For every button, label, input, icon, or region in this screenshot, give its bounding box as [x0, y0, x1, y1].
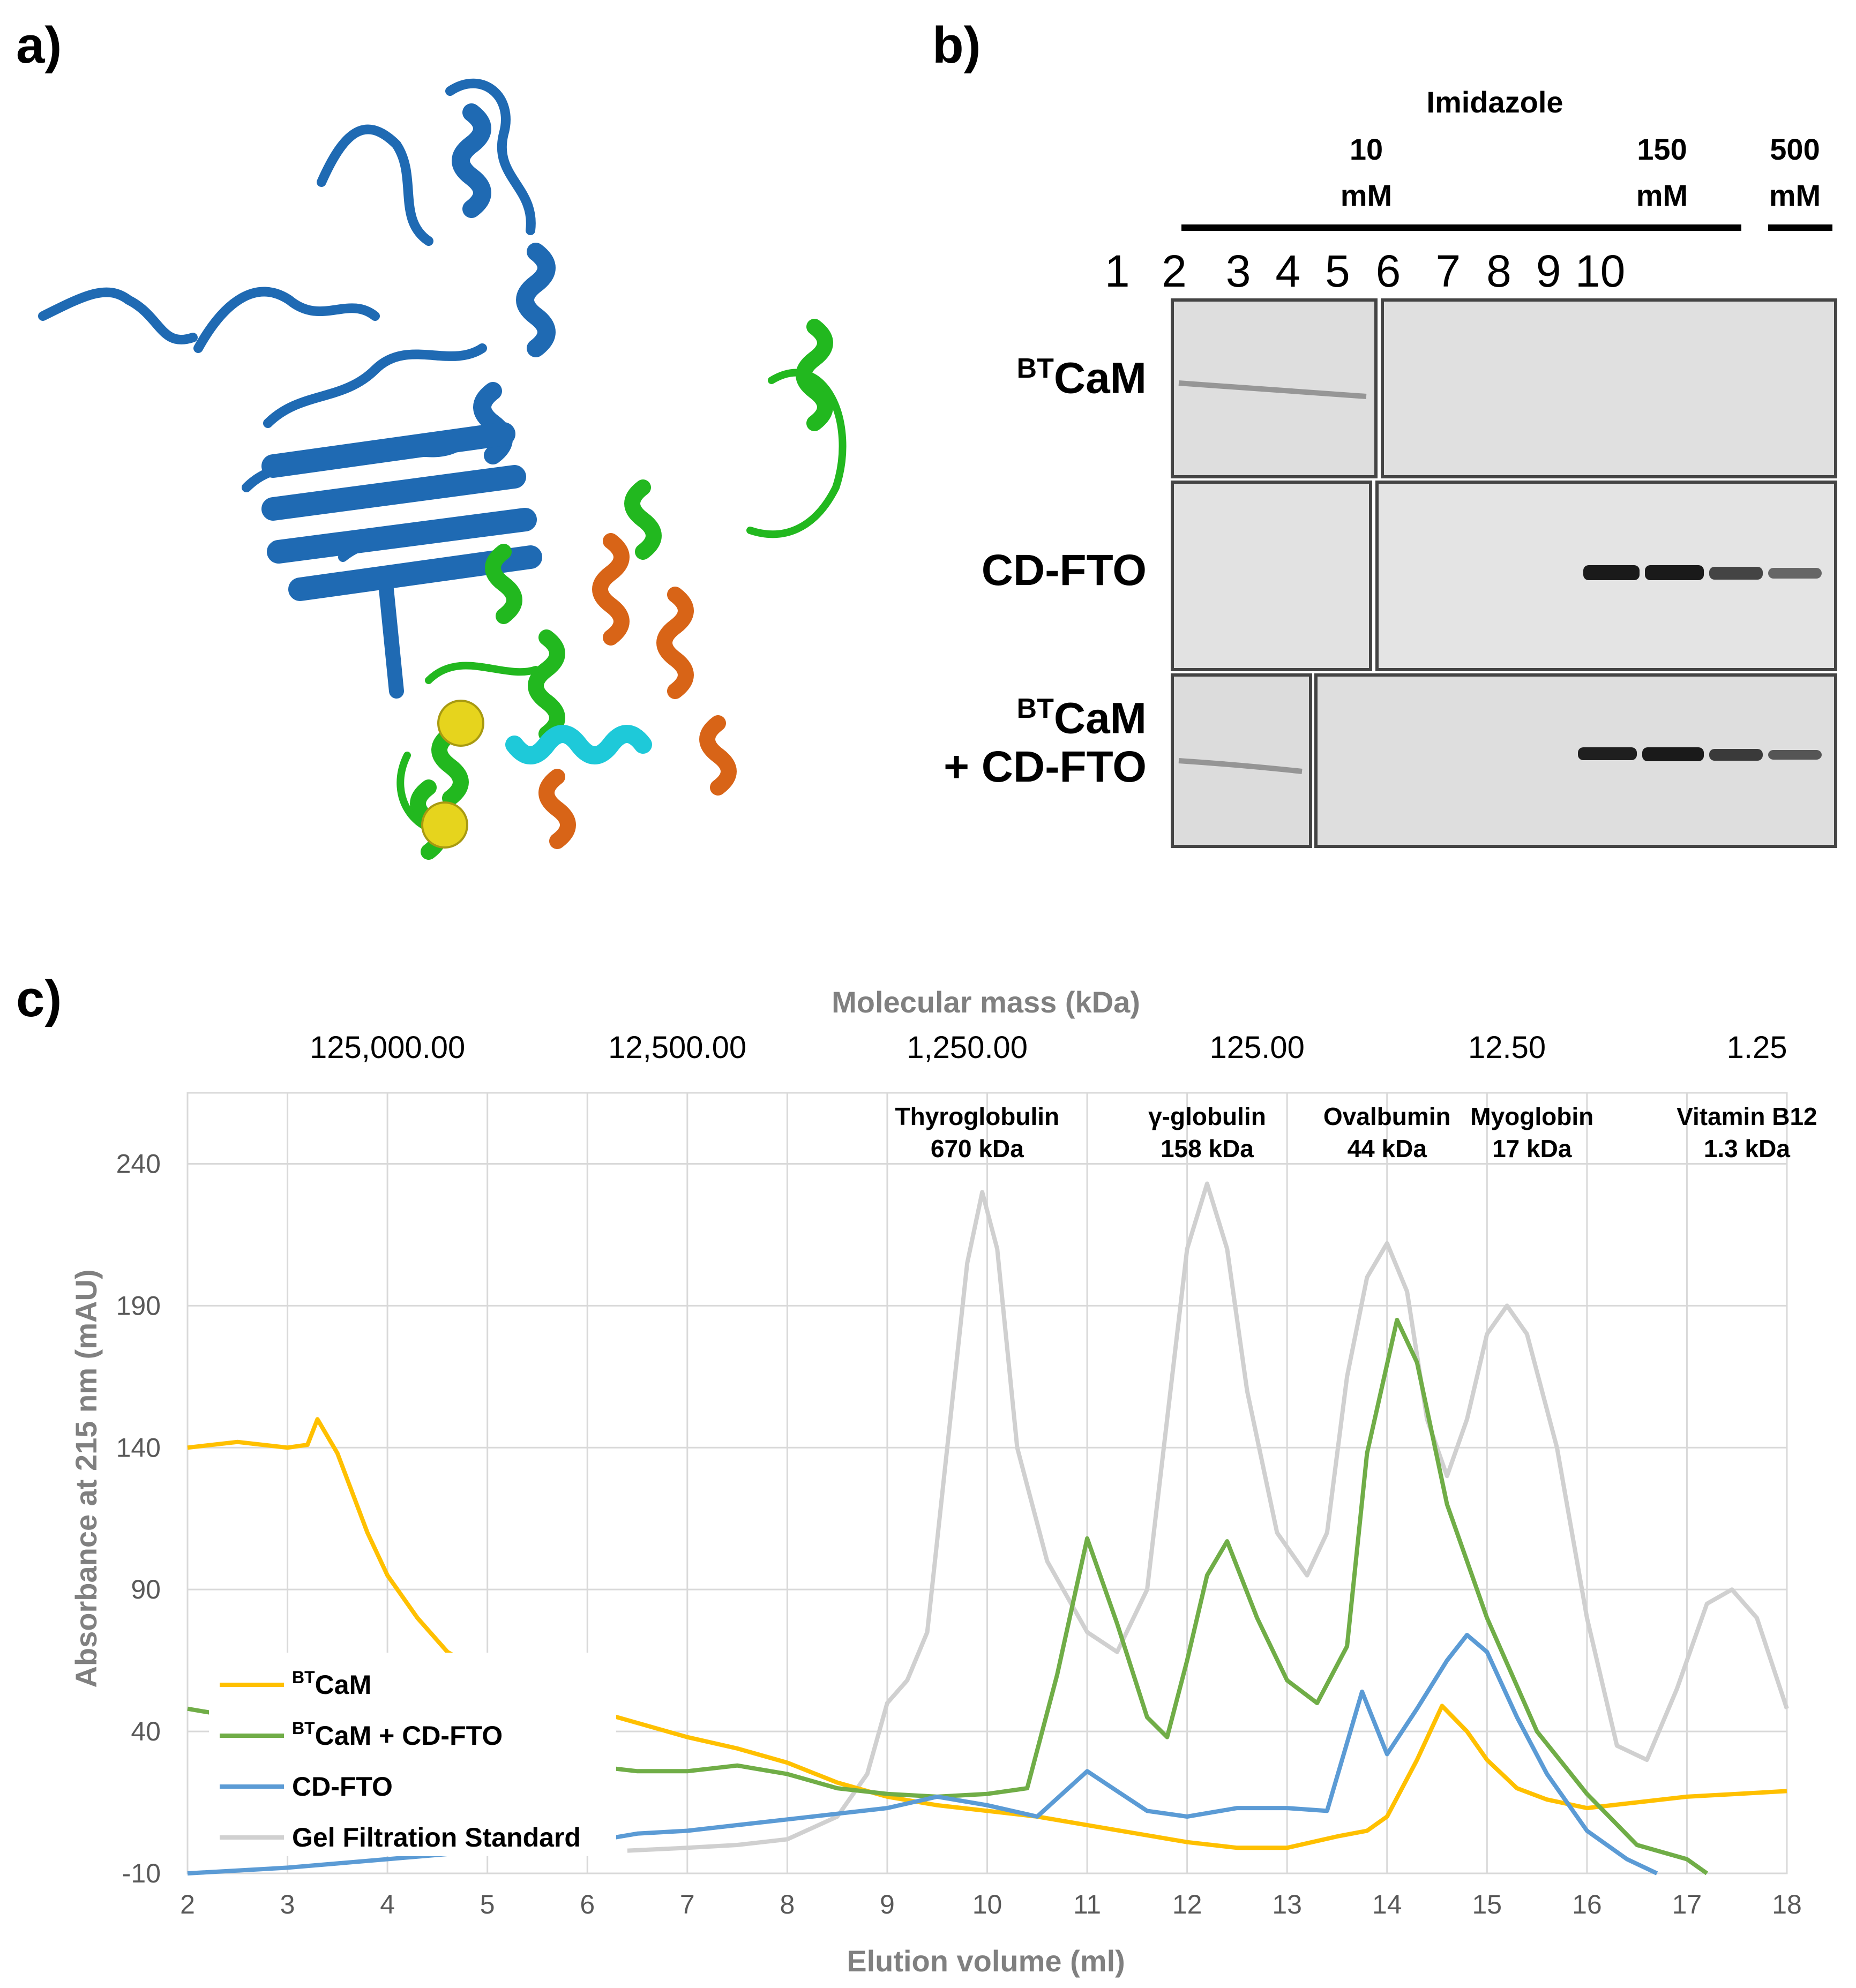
gel-row-label-btcam: BTCaM [1016, 353, 1147, 403]
y-tick-label: 190 [116, 1291, 161, 1321]
y-tick-label: 240 [116, 1149, 161, 1179]
annotation-name-3: Myoglobin [1470, 1102, 1593, 1130]
chromatogram-chart: Thyroglobulin 670 kDa γ-globulin 158 kDa Ova… [69, 985, 1817, 1978]
lane-number-2: 2 [1162, 246, 1187, 296]
lane-number-6: 6 [1376, 246, 1401, 296]
legend-label-3: Gel Filtration Standard [292, 1822, 581, 1852]
conc-500-unit: mM [1769, 178, 1821, 212]
orange-domain [538, 533, 737, 849]
x-tick-label: 11 [1073, 1889, 1101, 1919]
annotation-name-4: Vitamin B12 [1677, 1102, 1817, 1130]
blue-domain [38, 78, 536, 699]
chart-series [187, 1181, 1789, 1876]
chart-axes: -10 40 90 140 190 240 2 3 4 5 6 7 8 9 10 11 12 13 14 15 16 17… [69, 985, 1802, 1978]
blot-row-3 [1171, 673, 1837, 848]
conc-10-value: 10 [1350, 132, 1383, 166]
x2-tick-label: 1,250.00 [907, 1030, 1028, 1065]
chart-legend: BTCaM BTCaM + CD-FTO CD-FTO Gel Filtration … [209, 1653, 616, 1856]
blot-row-2 [1171, 481, 1837, 671]
x-tick-label: 14 [1372, 1889, 1402, 1919]
lane-number-10: 10 [1575, 246, 1625, 296]
x-axis-title: Elution volume (ml) [847, 1944, 1125, 1978]
legend-label-2: CD-FTO [292, 1772, 393, 1802]
x2-tick-label: 12.50 [1468, 1030, 1546, 1065]
annotation-name-2: Ovalbumin [1323, 1102, 1451, 1130]
series-line-0 [187, 1417, 1787, 1850]
x2-axis-title: Molecular mass (kDa) [832, 985, 1140, 1019]
x-tick-label: 8 [780, 1889, 795, 1919]
cyan-helix [505, 725, 652, 764]
x-tick-label: 3 [280, 1889, 295, 1919]
x-tick-label: 13 [1272, 1889, 1302, 1919]
x-tick-label: 18 [1772, 1889, 1802, 1919]
x-tick-label: 9 [880, 1889, 895, 1919]
gel-row-label-btcam-cdfto: BTCaM + CD-FTO [944, 693, 1147, 791]
imidazole-label: Imidazole [1426, 85, 1563, 119]
legend-label-0: BTCaM [292, 1668, 371, 1700]
lane-number-1: 1 [1105, 246, 1130, 296]
protein-structure-image [38, 78, 847, 860]
x-tick-label: 16 [1572, 1889, 1602, 1919]
annotation-mass-2: 44 kDa [1348, 1135, 1427, 1162]
annotation-name-0: Thyroglobulin [895, 1102, 1060, 1130]
metal-ion-2 [421, 801, 468, 849]
annotation-mass-1: 158 kDa [1161, 1135, 1254, 1162]
conc-500-value: 500 [1770, 132, 1820, 166]
chart-grid [186, 1092, 1788, 1874]
annotation-name-1: γ-globulin [1148, 1102, 1266, 1130]
y-tick-label: 90 [131, 1574, 161, 1604]
lane-number-4: 4 [1275, 246, 1300, 296]
lane-number-5: 5 [1325, 246, 1350, 296]
panel-label-b: b) [932, 17, 981, 74]
annotation-mass-0: 670 kDa [931, 1135, 1024, 1162]
annotation-mass-4: 1.3 kDa [1704, 1135, 1791, 1162]
lane-number-9: 9 [1536, 246, 1561, 296]
blot-row-1 [1171, 298, 1837, 478]
x-tick-label: 5 [480, 1889, 495, 1919]
x-tick-label: 17 [1672, 1889, 1702, 1919]
gel-row-label-cdfto: CD-FTO [981, 546, 1147, 595]
conc-150-unit: mM [1636, 178, 1688, 212]
x2-tick-label: 1.25 [1727, 1030, 1787, 1065]
panel-label-c: c) [16, 970, 62, 1027]
series-line-3 [627, 1181, 1789, 1853]
lane-number-8: 8 [1486, 246, 1511, 296]
x-tick-label: 15 [1472, 1889, 1502, 1919]
y-axis-title: Absorbance at 215 nm (mAU) [69, 1269, 103, 1687]
x-tick-label: 7 [680, 1889, 695, 1919]
series-line-2 [187, 1633, 1658, 1876]
conc-10-unit: mM [1341, 178, 1392, 212]
panel-label-a: a) [16, 17, 62, 74]
chart-annotations: Thyroglobulin 670 kDa γ-globulin 158 kDa Ova… [895, 1102, 1817, 1162]
x-tick-label: 6 [580, 1889, 595, 1919]
x-tick-label: 4 [380, 1889, 395, 1919]
y-tick-label: -10 [122, 1858, 161, 1888]
annotation-mass-3: 17 kDa [1492, 1135, 1572, 1162]
x-tick-label: 10 [972, 1889, 1002, 1919]
x2-tick-label: 125,000.00 [310, 1030, 465, 1065]
x-tick-label: 12 [1172, 1889, 1202, 1919]
x-tick-label: 2 [180, 1889, 195, 1919]
y-tick-label: 40 [131, 1716, 161, 1746]
y-tick-label: 140 [116, 1432, 161, 1462]
legend-label-1: BTCaM + CD-FTO [292, 1719, 503, 1751]
lane-number-3: 3 [1226, 246, 1251, 296]
x2-tick-label: 125.00 [1210, 1030, 1305, 1065]
metal-ion-1 [437, 700, 484, 747]
x2-tick-label: 12,500.00 [608, 1030, 746, 1065]
conc-150-value: 150 [1637, 132, 1687, 166]
lane-number-7: 7 [1436, 246, 1461, 296]
